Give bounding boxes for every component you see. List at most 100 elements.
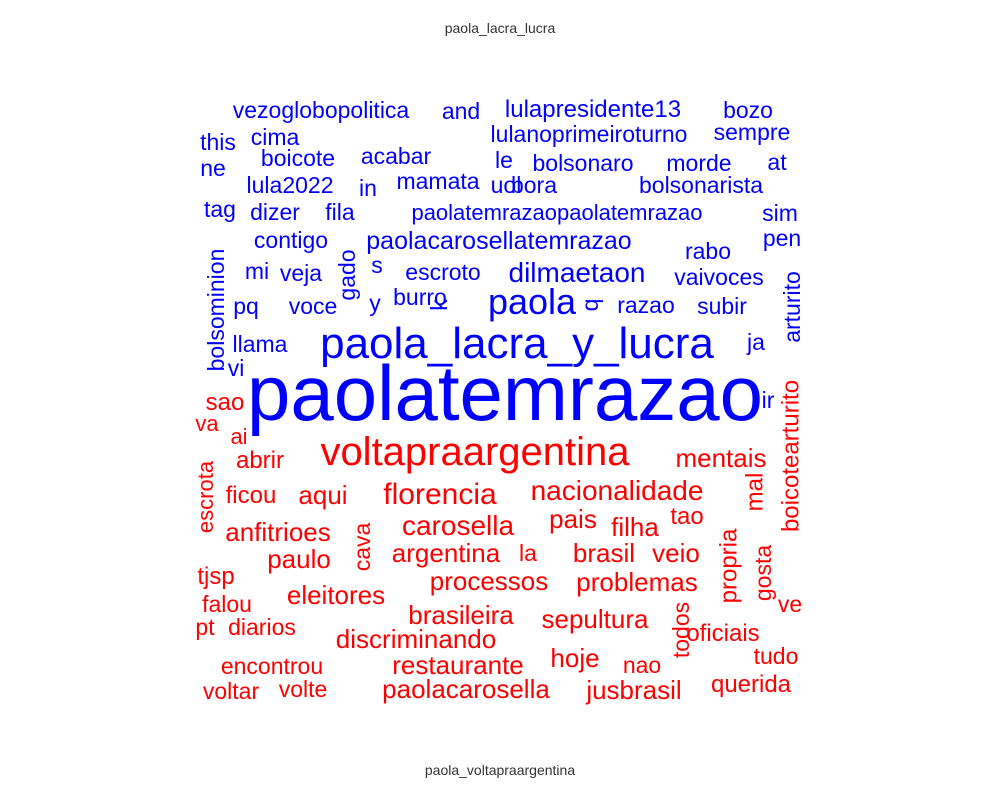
wordcloud-word: voltapraargentina: [320, 430, 630, 474]
wordcloud-word: tag: [204, 196, 236, 222]
wordcloud-word: ficou: [226, 482, 277, 509]
wordcloud-word: escroto: [405, 259, 480, 285]
wordcloud-word: querida: [711, 671, 792, 698]
group-label-top: paola_lacra_lucra: [444, 20, 556, 36]
wordcloud-word: bolsominion: [203, 249, 229, 372]
wordcloud-word: k: [426, 299, 452, 311]
wordcloud-word: ja: [746, 329, 765, 355]
wordcloud-word: tao: [670, 503, 703, 530]
wordcloud-word: restaurante: [392, 650, 524, 680]
wordcloud-word: oficiais: [686, 620, 759, 647]
wordcloud-word: bora: [511, 172, 557, 198]
wordcloud-word: volte: [279, 676, 328, 702]
wordcloud-word: cava: [349, 523, 375, 572]
wordcloud-word: discriminando: [336, 624, 496, 654]
wordcloud-word: florencia: [383, 478, 497, 511]
wordcloud-word: pais: [549, 504, 597, 534]
wordcloud-word: acabar: [361, 143, 432, 169]
wordcloud-word: boicote: [261, 145, 335, 171]
wordcloud-word: veio: [652, 538, 700, 568]
wordcloud-word: falou: [202, 591, 252, 617]
wordcloud-word: tudo: [754, 643, 799, 669]
wordcloud-word: mentais: [675, 443, 766, 473]
wordcloud-word: mal: [741, 473, 768, 512]
wordcloud-word: s: [371, 252, 383, 278]
wordcloud-word: nacionalidade: [531, 475, 704, 506]
wordcloud-word: hoje: [550, 643, 599, 673]
wordcloud-word: le: [495, 147, 513, 173]
wordcloud-word: processos: [430, 566, 549, 596]
wordcloud-word: paolatemrazaopaolatemrazao: [411, 200, 702, 225]
wordcloud-word: vezoglobopolitica: [233, 97, 410, 123]
wordcloud-word: lulanoprimeiroturno: [491, 121, 688, 147]
wordcloud-word: arturito: [779, 271, 805, 343]
wordcloud-word: boicotearturito: [777, 380, 804, 532]
wordcloud-word: y: [369, 290, 381, 316]
wordcloud-word: abrir: [236, 447, 284, 474]
wordcloud-word: uol: [491, 172, 522, 198]
wordcloud-word: va: [195, 411, 219, 436]
wordcloud-word: contigo: [254, 227, 328, 253]
wordcloud-word: subir: [697, 293, 747, 319]
wordcloud-word: bolsonaro: [532, 150, 633, 176]
wordcloud-word: dilmaetaon: [509, 257, 646, 288]
group-label-bottom: paola_voltapraargentina: [424, 762, 576, 778]
wordcloud-word: paolatemrazao: [247, 349, 763, 437]
wordcloud-word: burro: [393, 284, 447, 310]
wordcloud-word: mamata: [396, 168, 479, 194]
wordcloud-word: brasileira: [408, 600, 514, 630]
wordcloud-word: sepultura: [542, 604, 649, 634]
wordcloud-word: vi: [228, 355, 245, 381]
wordcloud-word: morde: [666, 150, 731, 176]
wordcloud-word: sim: [762, 200, 798, 226]
wordcloud-word: pq: [233, 293, 259, 319]
wordcloud-word: filha: [611, 512, 659, 542]
wordcloud-word: tjsp: [197, 563, 234, 590]
wordcloud-word: razao: [617, 292, 675, 318]
wordcloud-word: ir: [762, 387, 775, 413]
wordcloud-word: aqui: [298, 480, 347, 510]
wordcloud-word: in: [359, 175, 377, 201]
wordcloud-word: llama: [233, 331, 288, 357]
wordcloud-word: pen: [763, 225, 801, 251]
wordcloud-word: rabo: [685, 238, 731, 264]
wordcloud-word: brasil: [573, 538, 635, 568]
wordcloud-word: lula2022: [247, 172, 334, 198]
wordcloud-word: sao: [206, 389, 245, 416]
wordcloud-word: paola_lacra_y_lucra: [320, 319, 714, 368]
wordcloud-word: la: [519, 540, 537, 566]
wordcloud-word: q: [577, 299, 603, 312]
wordcloud-word: paulo: [267, 544, 331, 574]
wordcloud-word: propria: [715, 528, 742, 603]
wordcloud-word: eleitores: [287, 580, 385, 610]
wordcloud-word: fila: [325, 199, 355, 225]
wordcloud-word: bozo: [723, 97, 773, 123]
wordcloud-word: paolacarosellatemrazao: [366, 227, 631, 255]
wordcloud-word: vaivoces: [674, 264, 763, 290]
wordcloud-group-1: paolatemrazaopaola_lacra_y_lucrapaoladil…: [200, 96, 805, 437]
wordcloud-word: argentina: [392, 538, 501, 568]
wordcloud-word: at: [767, 149, 787, 175]
wordcloud-word: mi: [245, 258, 269, 284]
wordcloud-word: carosella: [402, 510, 514, 541]
wordcloud-word: nao: [623, 652, 661, 678]
wordcloud-word: anfitrioes: [225, 517, 331, 547]
wordcloud-word: sempre: [714, 119, 791, 145]
wordcloud-word: ne: [200, 155, 226, 181]
wordcloud-word: escrota: [193, 460, 218, 533]
wordcloud-word: diarios: [228, 614, 296, 640]
wordcloud-word: voltar: [203, 678, 260, 704]
wordcloud-word: gosta: [750, 545, 776, 601]
wordcloud-word: cima: [251, 124, 300, 150]
wordcloud-word: veja: [280, 260, 322, 286]
wordcloud-word: gado: [334, 249, 360, 300]
wordcloud-word: dizer: [250, 199, 300, 225]
wordcloud-word: jusbrasil: [585, 675, 681, 705]
wordcloud-word: this: [200, 129, 236, 155]
wordcloud-word: problemas: [576, 567, 697, 597]
wordcloud-word: paola: [488, 281, 577, 322]
wordcloud-word: ve: [778, 591, 802, 617]
